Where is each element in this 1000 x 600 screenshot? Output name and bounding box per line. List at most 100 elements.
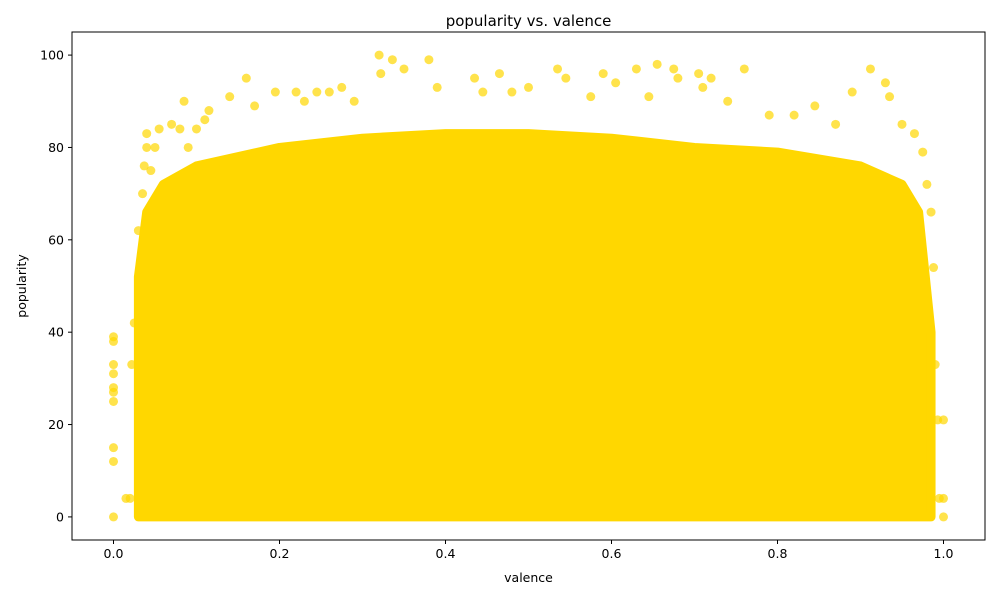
scatter-point — [810, 101, 820, 111]
y-axis-label: popularity — [14, 254, 29, 318]
scatter-point — [698, 82, 708, 92]
y-tick-label: 60 — [48, 232, 64, 247]
scatter-point — [129, 318, 139, 328]
x-tick-label: 0.0 — [104, 546, 124, 561]
scatter-point — [930, 360, 940, 370]
scatter-point — [524, 82, 533, 92]
scatter-point — [270, 87, 280, 97]
scatter-point — [312, 87, 322, 97]
scatter-point — [225, 92, 235, 102]
scatter-point — [897, 119, 907, 129]
scatter-point — [611, 78, 621, 88]
scatter-point — [918, 147, 928, 157]
y-tick-label: 100 — [40, 48, 64, 63]
scatter-point — [387, 55, 397, 65]
scatter-point — [432, 82, 442, 92]
x-tick-label: 1.0 — [934, 546, 954, 561]
axes-frame — [71, 31, 986, 541]
dense-point-cloud — [133, 129, 936, 522]
scatter-point — [789, 110, 799, 120]
scatter-point — [706, 73, 716, 83]
scatter-point — [376, 69, 386, 79]
scatter-point — [922, 179, 932, 189]
scatter-point — [929, 263, 939, 273]
scatter-point — [133, 226, 143, 236]
scatter-point — [631, 64, 641, 74]
scatter-point — [586, 92, 596, 102]
scatter-point — [192, 124, 201, 134]
x-tick-label: 0.8 — [768, 546, 788, 561]
scatter-point — [507, 87, 517, 97]
scatter-point — [349, 96, 359, 106]
scatter-point — [470, 73, 480, 83]
scatter-point — [250, 101, 260, 111]
y-tick-label: 80 — [48, 140, 64, 155]
scatter-point — [291, 87, 301, 97]
scatter-point — [337, 82, 347, 92]
scatter-point — [926, 207, 936, 217]
x-axis-label: valence — [504, 570, 553, 585]
scatter-point — [553, 64, 563, 74]
scatter-point — [109, 369, 118, 379]
scatter-point — [324, 87, 334, 97]
scatter-point — [399, 64, 409, 74]
plot-area — [109, 50, 948, 522]
scatter-point — [125, 493, 135, 503]
scatter-point — [109, 396, 118, 406]
scatter-point — [939, 512, 948, 522]
scatter-point — [644, 92, 654, 102]
scatter-point — [109, 360, 118, 370]
scatter-point — [831, 119, 841, 129]
scatter-point — [109, 456, 118, 466]
y-axis-ticks: 0 20 40 60 80 100 — [40, 48, 72, 524]
scatter-point — [652, 59, 662, 69]
scatter-point — [241, 73, 251, 83]
x-tick-label: 0.6 — [602, 546, 622, 561]
scatter-point — [561, 73, 571, 83]
scatter-point — [138, 189, 148, 199]
scatter-point — [880, 78, 890, 88]
scatter-point — [478, 87, 488, 97]
scatter-point — [299, 96, 309, 106]
scatter-point — [723, 96, 733, 106]
scatter-point — [494, 69, 504, 79]
scatter-point — [175, 124, 185, 134]
scatter-point — [204, 106, 214, 116]
scatter-point — [183, 142, 193, 152]
scatter-point — [598, 69, 608, 79]
scatter-point — [669, 64, 679, 74]
scatter-point — [939, 493, 948, 503]
scatter-point — [885, 92, 895, 102]
scatter-point — [909, 129, 919, 139]
scatter-point — [150, 142, 160, 152]
scatter-point — [146, 166, 156, 176]
scatter-point — [424, 55, 434, 65]
scatter-point — [109, 383, 118, 393]
scatter-point — [109, 443, 118, 453]
scatter-point — [167, 119, 177, 129]
x-axis-ticks: 0.0 0.2 0.4 0.6 0.8 1.0 — [104, 540, 954, 561]
scatter-point — [939, 415, 948, 425]
scatter-point — [764, 110, 774, 120]
scatter-point — [139, 161, 149, 171]
y-tick-label: 0 — [56, 509, 64, 524]
x-tick-label: 0.4 — [436, 546, 456, 561]
scatter-point — [127, 360, 137, 370]
scatter-point — [179, 96, 189, 106]
chart-title: popularity vs. valence — [446, 12, 612, 30]
scatter-point — [142, 142, 152, 152]
scatter-point — [739, 64, 749, 74]
scatter-point — [109, 332, 118, 342]
scatter-point — [374, 50, 384, 60]
scatter-point — [847, 87, 857, 97]
y-tick-label: 20 — [48, 417, 64, 432]
scatter-point — [865, 64, 875, 74]
scatter-point — [673, 73, 683, 83]
scatter-point — [142, 129, 152, 139]
scatter-point — [154, 124, 164, 134]
y-tick-label: 40 — [48, 325, 64, 340]
x-tick-label: 0.2 — [270, 546, 290, 561]
scatter-point — [200, 115, 210, 125]
scatter-point — [109, 512, 118, 522]
